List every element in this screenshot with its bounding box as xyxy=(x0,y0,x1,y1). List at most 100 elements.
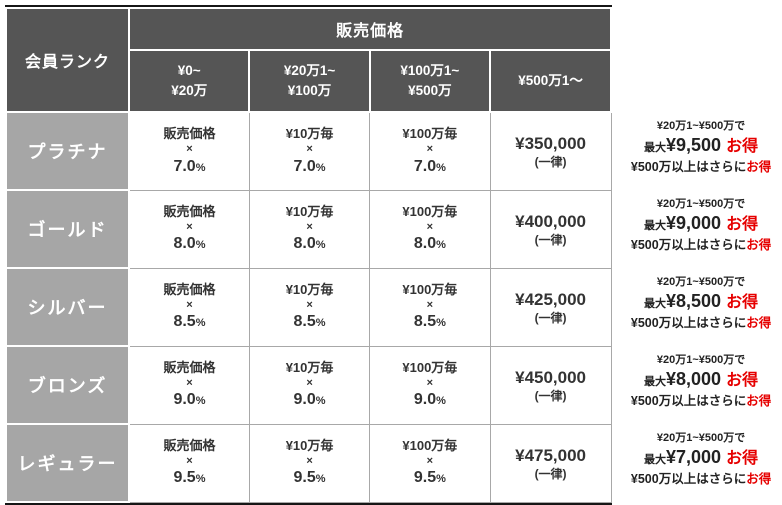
discount-note-bronze: ¥20万1~¥500万で 最大¥8,000 お得 ¥500万以上はさらにお得 xyxy=(620,343,782,421)
note-range: ¥20万1~¥500万で xyxy=(656,432,746,445)
multiply-sign: × xyxy=(306,454,313,467)
rate-cell-per100: ¥100万毎 × 8.0% xyxy=(369,189,491,269)
note-deal: お得 xyxy=(726,138,759,156)
range-header-row: ¥0~ ¥20万 ¥20万1~ ¥100万 ¥100万1~ ¥500万 ¥500… xyxy=(6,49,613,113)
multiply-sign: × xyxy=(306,220,313,233)
pricing-table: 会員ランク 販売価格 ¥0~ ¥20万 ¥20万1~ ¥100万 ¥100万1~… xyxy=(4,7,613,503)
multiply-sign: × xyxy=(186,298,193,311)
note-more-line: ¥500万以上はさらにお得 xyxy=(631,158,771,177)
discount-note-regular: ¥20万1~¥500万で 最大¥7,000 お得 ¥500万以上はさらにお得 xyxy=(620,421,782,499)
rate-value: 7.0 xyxy=(293,157,316,175)
note-max-prefix: 最大 xyxy=(644,298,667,311)
flat-amount: ¥400,000 xyxy=(515,211,587,231)
note-more-line: ¥500万以上はさらにお得 xyxy=(631,470,771,489)
range-line1: ¥500万1～ xyxy=(518,72,583,88)
note-more-deal: お得 xyxy=(746,394,772,409)
rate-cell-per100: ¥100万毎 × 9.0% xyxy=(369,345,491,425)
multiply-sign: × xyxy=(186,376,193,389)
note-more-text: ¥500万以上はさらに xyxy=(630,394,747,409)
note-max-line: 最大¥8,000 お得 xyxy=(644,368,758,392)
flat-amount: ¥350,000 xyxy=(515,134,587,153)
rate-value: 9.5 xyxy=(293,469,316,487)
note-more-text: ¥500万以上はさらに xyxy=(630,472,747,487)
note-more-line: ¥500万以上はさらにお得 xyxy=(631,236,771,255)
cell-label: ¥100万毎 xyxy=(402,281,458,297)
table-row-bronze: ブロンズ 販売価格 × 9.0% ¥10万毎 × 9.0% ¥100万毎 × xyxy=(4,345,612,425)
range-line2: ¥100万 xyxy=(287,83,332,98)
flat-amount: ¥475,000 xyxy=(515,445,587,465)
percent-sign: % xyxy=(315,317,326,330)
table-row-platinum: プラチナ 販売価格 × 7.0% ¥10万毎 × 7.0% ¥100万毎 × xyxy=(4,111,612,191)
note-more-deal: お得 xyxy=(746,160,772,175)
note-deal: お得 xyxy=(726,294,759,312)
cell-label: ¥100万毎 xyxy=(402,125,458,141)
note-more-text: ¥500万以上はさらに xyxy=(630,316,747,331)
cell-label: 販売価格 xyxy=(163,359,216,375)
range-line1: ¥0~ xyxy=(177,62,201,78)
cell-label: 販売価格 xyxy=(163,281,216,297)
discount-note-silver: ¥20万1~¥500万で 最大¥8,500 お得 ¥500万以上はさらにお得 xyxy=(620,265,782,343)
rate-value: 8.5 xyxy=(173,313,196,331)
percent-sign: % xyxy=(195,239,206,252)
note-max-amount: ¥8,000 xyxy=(666,369,722,390)
flat-fee-cell: ¥400,000 (一律) xyxy=(489,189,612,269)
range-line1: ¥100万1~ xyxy=(400,62,460,78)
note-max-prefix: 最大 xyxy=(644,220,667,233)
rate-value: 9.0 xyxy=(413,391,437,409)
rate-cell-base: 販売価格 × 9.5% xyxy=(128,423,250,503)
note-range: ¥20万1~¥500万で xyxy=(656,276,746,289)
flat-note: (一律) xyxy=(534,388,567,403)
note-deal: お得 xyxy=(726,216,759,234)
rate-value: 8.0 xyxy=(293,235,316,253)
note-max-line: 最大¥9,500 お得 xyxy=(644,134,758,158)
note-more-text: ¥500万以上はさらに xyxy=(630,238,747,253)
cell-label: ¥10万毎 xyxy=(285,281,334,297)
note-more-line: ¥500万以上はさらにお得 xyxy=(631,392,771,411)
table-row-silver: シルバー 販売価格 × 8.5% ¥10万毎 × 8.5% ¥100万毎 × xyxy=(4,267,612,347)
cell-label: 販売価格 xyxy=(163,437,216,453)
range-line1: ¥20万1~ xyxy=(283,62,336,78)
layout: 会員ランク 販売価格 ¥0~ ¥20万 ¥20万1~ ¥100万 ¥100万1~… xyxy=(4,5,782,505)
multiply-sign: × xyxy=(426,298,434,311)
flat-fee-cell: ¥425,000 (一律) xyxy=(489,267,612,347)
cell-label: ¥100万毎 xyxy=(402,203,458,219)
flat-fee-cell: ¥475,000 (一律) xyxy=(489,423,612,503)
flat-amount: ¥450,000 xyxy=(515,367,587,387)
percent-sign: % xyxy=(436,395,446,408)
rate-value: 9.0 xyxy=(173,391,196,409)
rate-cell-per10: ¥10万毎 × 8.0% xyxy=(248,189,371,269)
range-line2: ¥20万 xyxy=(171,83,208,98)
multiply-sign: × xyxy=(306,143,313,156)
percent-sign: % xyxy=(195,473,206,486)
note-more-line: ¥500万以上はさらにお得 xyxy=(631,314,771,333)
percent-sign: % xyxy=(195,161,206,174)
multiply-sign: × xyxy=(186,220,193,233)
cell-label: 販売価格 xyxy=(163,203,216,219)
note-max-line: 最大¥8,500 お得 xyxy=(644,290,758,314)
rate-value: 9.5 xyxy=(173,469,196,487)
rate-value: 8.5 xyxy=(293,313,316,331)
percent-sign: % xyxy=(436,473,446,486)
flat-note: (一律) xyxy=(534,466,567,481)
table-row-gold: ゴールド 販売価格 × 8.0% ¥10万毎 × 8.0% ¥100万毎 × xyxy=(4,189,612,269)
note-more-text: ¥500万以上はさらに xyxy=(630,160,747,175)
cell-label: ¥10万毎 xyxy=(285,203,334,219)
discount-notes-column: ¥20万1~¥500万で 最大¥9,500 お得 ¥500万以上はさらにお得 ¥2… xyxy=(620,5,782,499)
note-max-amount: ¥9,500 xyxy=(666,135,722,156)
rate-cell-per10: ¥10万毎 × 7.0% xyxy=(248,111,371,191)
rate-cell-base: 販売価格 × 8.5% xyxy=(128,267,250,347)
note-range: ¥20万1~¥500万で xyxy=(656,198,746,211)
cell-label: ¥100万毎 xyxy=(402,437,458,453)
discount-note-platinum: ¥20万1~¥500万で 最大¥9,500 お得 ¥500万以上はさらにお得 xyxy=(620,109,782,187)
rate-value: 7.0 xyxy=(413,157,437,175)
note-deal: お得 xyxy=(726,372,759,390)
rate-value: 8.0 xyxy=(413,235,437,253)
price-group-header: 販売価格 xyxy=(128,7,613,51)
note-deal: お得 xyxy=(726,450,759,468)
rate-value: 8.5 xyxy=(413,313,437,331)
corner-header-member-rank: 会員ランク xyxy=(4,7,131,113)
cell-label: ¥10万毎 xyxy=(285,125,334,141)
note-range: ¥20万1~¥500万で xyxy=(656,120,746,133)
note-max-amount: ¥9,000 xyxy=(666,213,722,234)
